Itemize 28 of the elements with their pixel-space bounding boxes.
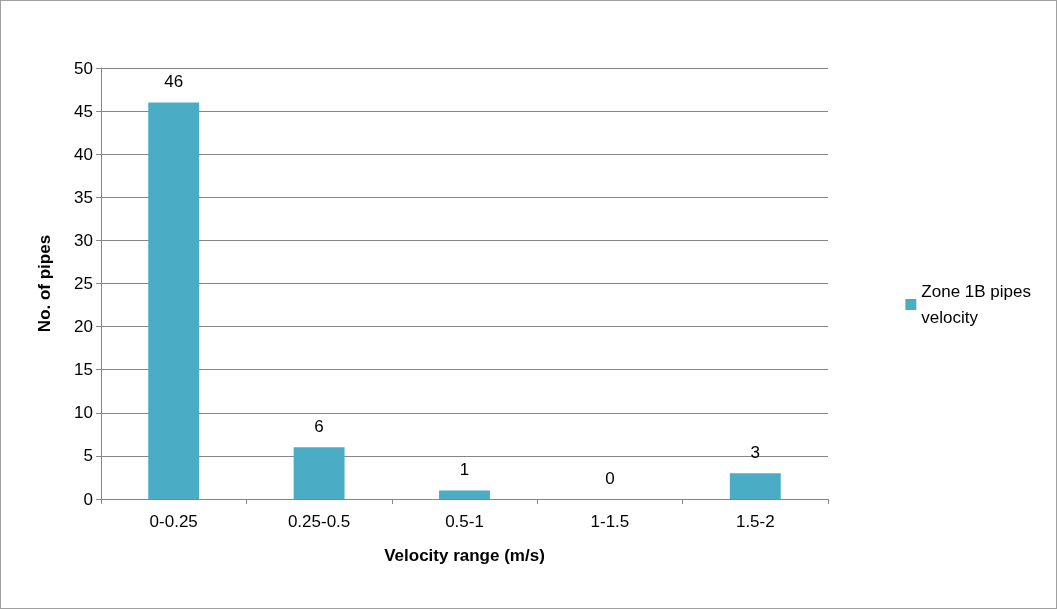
legend-label: Zone 1B pipes velocity <box>921 282 1032 327</box>
y-tick-label: 30 <box>74 230 93 250</box>
data-label: 1 <box>459 460 470 480</box>
y-tick-label: 50 <box>74 58 93 78</box>
y-tick-label: 25 <box>74 274 93 293</box>
y-tick-label: 20 <box>74 317 93 337</box>
x-tick-label: 1.5-2 <box>735 512 775 531</box>
bar <box>148 102 200 499</box>
bar <box>439 490 490 499</box>
bar <box>729 473 781 499</box>
y-axis-title: No. of pipes <box>35 234 54 333</box>
y-tick-label: 10 <box>74 403 93 423</box>
y-tick-label: 35 <box>74 187 93 207</box>
y-tick-label: 40 <box>74 144 93 164</box>
data-label: 0 <box>605 469 615 488</box>
bar <box>293 447 345 499</box>
x-tick-label: 0.5-1 <box>445 512 484 531</box>
y-tick-label: 15 <box>74 360 93 380</box>
x-axis-title: Velocity range (m/s) <box>384 546 545 565</box>
data-label: 6 <box>314 417 324 437</box>
data-label: 3 <box>750 443 761 463</box>
data-label: 46 <box>164 72 184 92</box>
y-tick-label: 45 <box>74 101 93 121</box>
y-tick-label: 5 <box>83 446 93 466</box>
x-tick-label: 0-0.25 <box>149 512 198 531</box>
y-tick-label: 0 <box>83 489 93 509</box>
x-tick-label: 1-1.5 <box>590 512 630 531</box>
x-tick-label: 0.25-0.5 <box>287 512 351 531</box>
